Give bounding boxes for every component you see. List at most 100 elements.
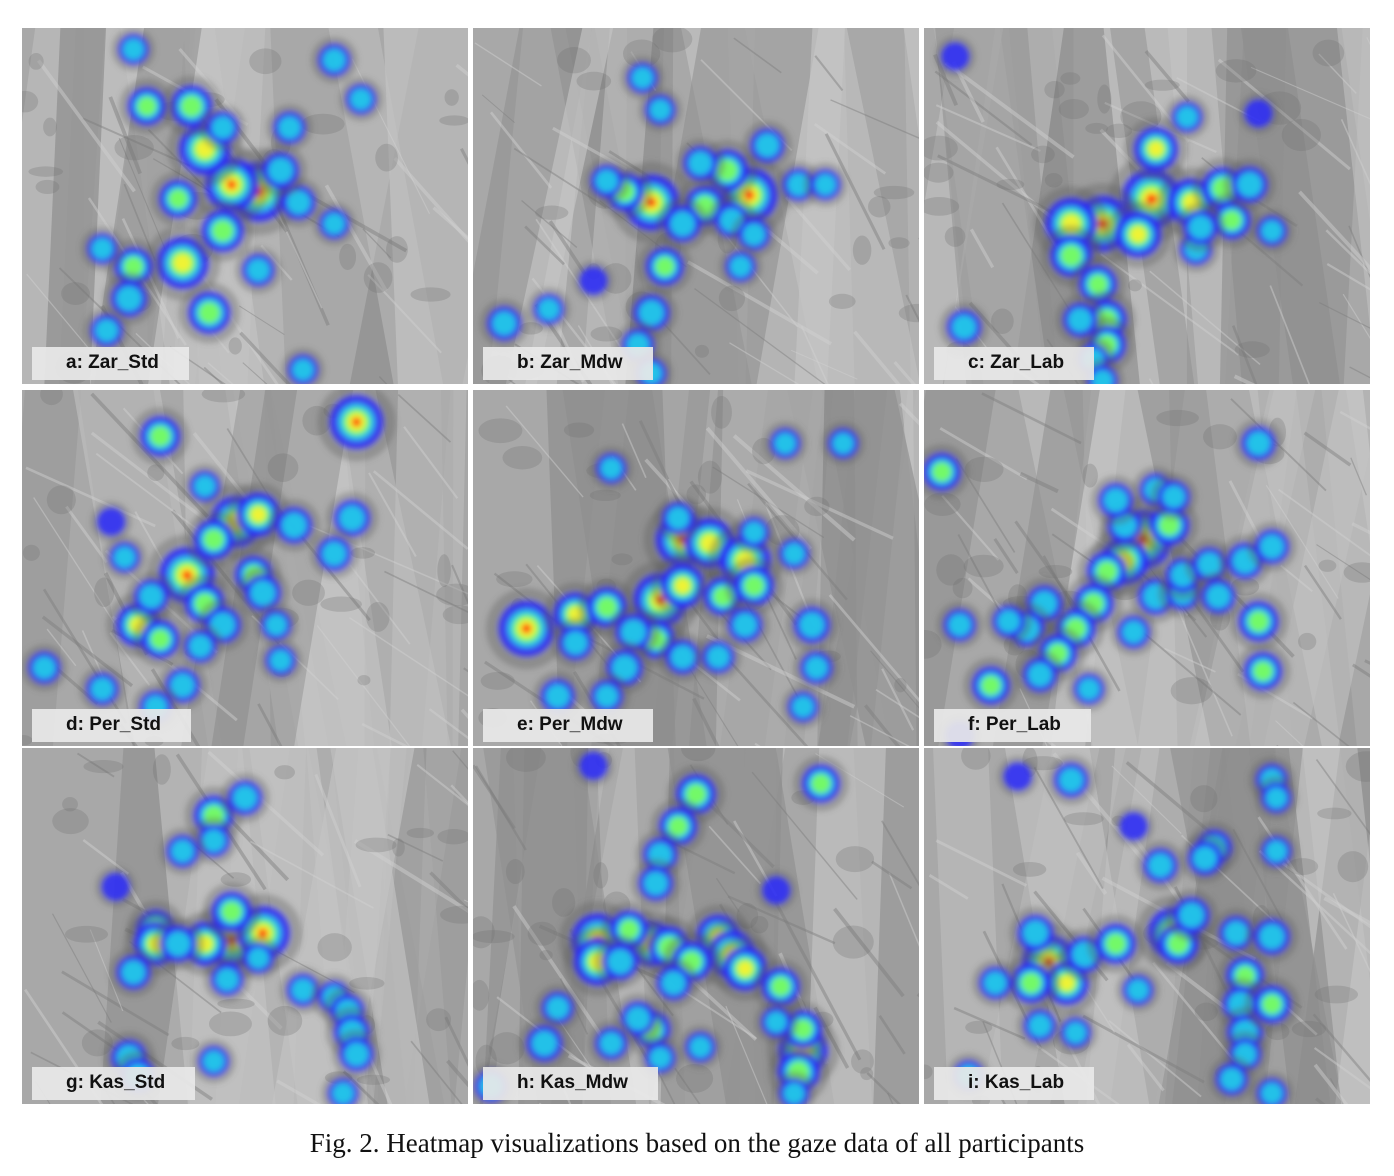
gaze-hotspot: [102, 272, 156, 325]
gaze-hotspot: [95, 866, 136, 908]
gaze-hotspot: [311, 36, 358, 84]
gaze-hotspot: [1165, 95, 1209, 139]
gaze-hotspot: [649, 958, 699, 1008]
gaze-hotspot: [936, 601, 983, 649]
gaze-hotspot: [781, 685, 825, 729]
gaze-hotspot: [620, 56, 665, 100]
gaze-hotspot: [718, 244, 763, 289]
gaze-hotspot: [588, 1020, 635, 1067]
gaze-hotspot: [732, 510, 776, 555]
gaze-hotspot: [1180, 833, 1230, 884]
heatmap-canvas: [924, 390, 1370, 746]
gaze-hotspot: [80, 226, 125, 271]
gaze-hotspot: [309, 529, 359, 579]
gaze-hotspot: [1053, 1011, 1098, 1055]
gaze-hotspot: [79, 665, 126, 713]
gaze-hotspot: [934, 36, 976, 77]
gaze-hotspot: [753, 958, 809, 1015]
gaze-heat-layer: [946, 755, 1300, 1104]
panel-label: i: Kas_Lab: [934, 1067, 1095, 1100]
gaze-hotspot: [583, 672, 630, 720]
gaze-hotspot: [754, 1000, 799, 1044]
heatmap-canvas: [473, 748, 919, 1104]
gaze-hotspot: [1208, 1055, 1255, 1103]
gaze-hotspot: [266, 104, 313, 151]
gaze-heat-layer: [473, 748, 849, 1104]
gaze-hotspot: [108, 947, 159, 997]
heatmap-panel: e: Per_Mdw: [473, 390, 919, 746]
gaze-hotspot: [254, 144, 307, 197]
gaze-hotspot: [1110, 608, 1157, 656]
heatmap-canvas: [924, 748, 1370, 1104]
gaze-hotspot: [656, 197, 709, 250]
gaze-hotspot: [202, 882, 261, 941]
gaze-hotspot: [678, 1025, 723, 1069]
gaze-hotspot: [1229, 592, 1288, 651]
gaze-hotspot: [924, 444, 970, 500]
figure-caption: Fig. 2. Heatmap visualizations based on …: [309, 1128, 1085, 1158]
panel-label: h: Kas_Mdw: [483, 1067, 658, 1100]
gaze-hotspot: [220, 773, 270, 823]
gaze-hotspot: [321, 1071, 365, 1104]
gaze-hotspot: [695, 633, 742, 681]
gaze-hotspot: [1238, 93, 1279, 134]
gaze-hotspot: [785, 598, 839, 652]
gaze-hotspot: [638, 88, 683, 132]
gaze-hotspot: [985, 598, 1032, 645]
gaze-hotspot: [1113, 806, 1154, 847]
heatmap-panel: a: Zar_Std: [22, 28, 468, 384]
gaze-hotspot: [1104, 201, 1172, 268]
panel-label: a: Zar_Std: [32, 347, 189, 380]
gaze-hotspot: [159, 828, 206, 875]
gaze-hotspot: [178, 282, 240, 344]
gaze-hotspot: [1245, 910, 1298, 963]
gaze-hotspot: [192, 200, 254, 262]
heatmap-panel: d: Per_Std: [22, 390, 468, 746]
heatmap-canvas: [473, 28, 919, 384]
gaze-hotspot: [638, 1035, 683, 1080]
gaze-heat-layer: [924, 418, 1297, 746]
gaze-hotspot: [1235, 643, 1291, 699]
gaze-heat-layer: [485, 421, 865, 729]
gaze-hotspot: [203, 956, 251, 1003]
heatmap-figure: a: Zar_Std b: Zar_Mdw c: Zar_Lab d: Per_Std…: [22, 28, 1372, 1106]
heatmap-canvas: [22, 390, 468, 746]
gaze-hotspot: [1193, 571, 1244, 622]
gaze-hotspot: [1254, 829, 1299, 873]
gaze-hotspot: [479, 298, 529, 349]
gaze-hotspot: [821, 421, 865, 466]
gaze-hotspot: [1250, 209, 1294, 253]
panel-label: b: Zar_Mdw: [483, 347, 653, 380]
gaze-hotspot: [1009, 907, 1062, 960]
heatmap-panel: f: Per_Lab: [924, 390, 1370, 746]
gaze-hotspot: [273, 177, 324, 228]
gaze-hotspot: [793, 644, 840, 691]
gaze-hotspot: [1124, 117, 1188, 181]
gaze-hotspot: [150, 171, 206, 227]
gaze-hotspot: [527, 287, 571, 331]
gaze-hotspot: [742, 120, 793, 171]
gaze-hotspot: [518, 1017, 571, 1070]
gaze-hotspot: [939, 302, 989, 352]
gaze-hotspot: [254, 603, 298, 647]
gaze-hotspot: [331, 1029, 382, 1079]
gaze-hotspot: [90, 501, 132, 543]
gaze-hotspot: [963, 657, 1019, 714]
panel-label: f: Per_Lab: [934, 709, 1091, 742]
gaze-hotspot: [132, 611, 188, 667]
heatmap-panel: b: Zar_Mdw: [473, 28, 919, 384]
gaze-hotspot: [177, 623, 224, 670]
gaze-hotspot: [1150, 473, 1197, 520]
gaze-hotspot: [183, 464, 227, 508]
panel-label: d: Per_Std: [32, 709, 192, 742]
gaze-hotspot: [1002, 953, 1061, 1012]
heatmap-canvas: [22, 748, 468, 1104]
gaze-hotspot: [1015, 650, 1065, 700]
gaze-hotspot: [637, 238, 693, 295]
gaze-hotspot: [972, 959, 1019, 1007]
gaze-hotspot: [1175, 202, 1226, 253]
gaze-hotspot: [152, 917, 205, 970]
gaze-heat-layer: [95, 773, 382, 1104]
gaze-hotspot: [631, 858, 681, 908]
gaze-hotspot: [258, 638, 303, 683]
